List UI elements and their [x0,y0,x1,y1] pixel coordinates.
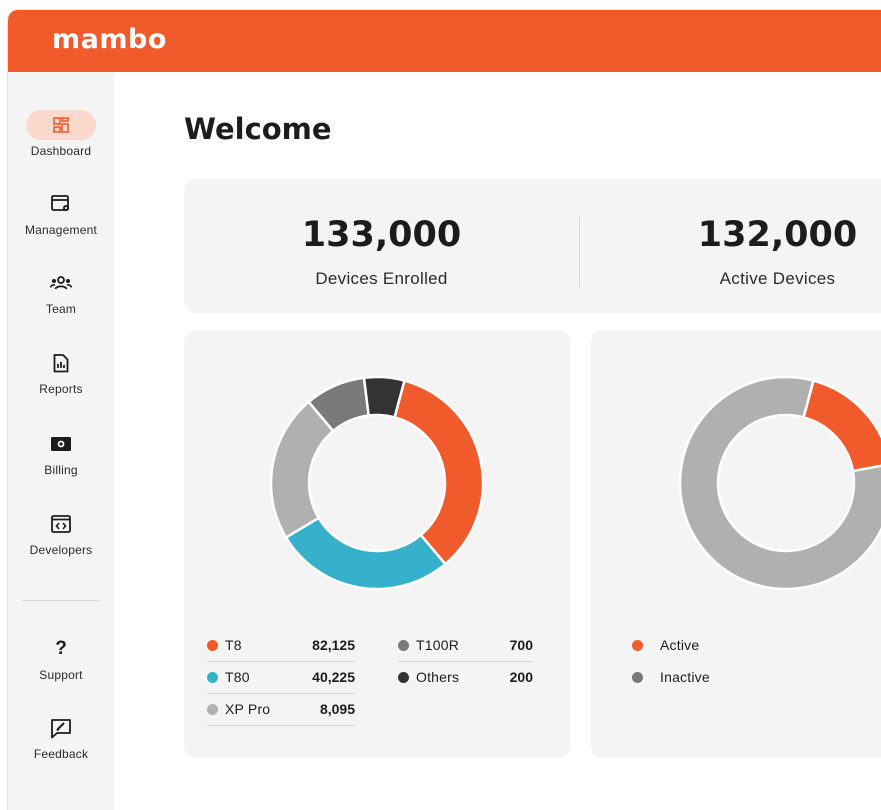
sidebar-item-reports[interactable]: Reports [8,348,114,396]
device-models-card: T8 82,125 T80 40,225 XP Pro 8,095 T100R … [184,330,570,758]
app-window: mambo Dashboard [8,10,881,810]
sidebar-item-label: Team [45,302,77,316]
feedback-icon [26,713,96,743]
stat-value: 133,000 [301,215,462,255]
legend-dot [207,704,218,715]
sidebar-item-developers[interactable]: Developers [8,509,114,557]
main-content: Welcome 133,000 Devices Enrolled 132,000… [114,72,881,810]
sidebar-item-dashboard[interactable]: Dashboard [8,110,114,158]
legend-dot [398,672,409,683]
sidebar-item-label: Billing [44,463,78,477]
management-icon [26,189,96,219]
legend-item-inactive: Inactive [632,662,881,694]
sidebar-divider [22,600,100,601]
donut-slice-active[interactable] [802,379,881,473]
developers-icon [26,509,96,539]
legend-dot [207,640,218,651]
legend-dot [632,640,643,651]
top-bar: mambo [8,10,881,72]
sidebar-item-label: Feedback [33,747,89,761]
legend-item-t8: T8 82,125 [207,630,355,662]
dashboard-icon [26,110,96,140]
sidebar-item-label: Dashboard [30,144,92,158]
sidebar-item-label: Developers [29,543,93,557]
donut-slice-others[interactable] [362,375,406,419]
sidebar-item-label: Management [24,223,98,237]
donut-slice-t80[interactable] [284,516,448,591]
stat-label: Devices Enrolled [315,269,448,288]
stat-divider [579,217,580,287]
stat-label: Active Devices [719,269,836,288]
legend-dot [632,672,643,683]
sidebar-item-feedback[interactable]: Feedback [8,713,114,761]
device-models-donut-chart [269,375,485,591]
team-icon [26,268,96,298]
legend-item-t80: T80 40,225 [207,662,355,694]
billing-icon [26,429,96,459]
device-status-card: Active 1 Inactive [591,330,881,758]
legend-dot [207,672,218,683]
legend-item-t100r: T100R 700 [398,630,533,662]
donut-slice-t8[interactable] [393,379,485,566]
sidebar-item-team[interactable]: Team [8,268,114,316]
mambo-logo[interactable]: mambo [52,24,167,55]
sidebar-item-management[interactable]: Management [8,189,114,237]
sidebar-item-billing[interactable]: Billing [8,429,114,477]
stat-active-devices: 132,000 Active Devices [580,179,881,313]
stat-devices-enrolled: 133,000 Devices Enrolled [184,179,579,313]
legend-item-active: Active 1 [632,630,881,662]
donut-slice-inactive[interactable] [678,375,881,591]
reports-icon [26,348,96,378]
legend-item-others: Others 200 [398,662,533,694]
sidebar-item-support[interactable]: ? Support [8,634,114,682]
stat-value: 132,000 [697,215,858,255]
legend-dot [398,640,409,651]
legend-item-xp-pro: XP Pro 8,095 [207,694,355,726]
sidebar-item-label: Support [39,668,83,682]
device-status-donut-chart [678,375,881,591]
question-icon: ? [55,638,67,659]
donut-slice-xp-pro[interactable] [269,400,335,540]
stats-panel: 133,000 Devices Enrolled 132,000 Active … [184,179,881,313]
page-title: Welcome [184,112,332,146]
sidebar: Dashboard Management [8,72,114,810]
sidebar-item-label: Reports [39,382,83,396]
